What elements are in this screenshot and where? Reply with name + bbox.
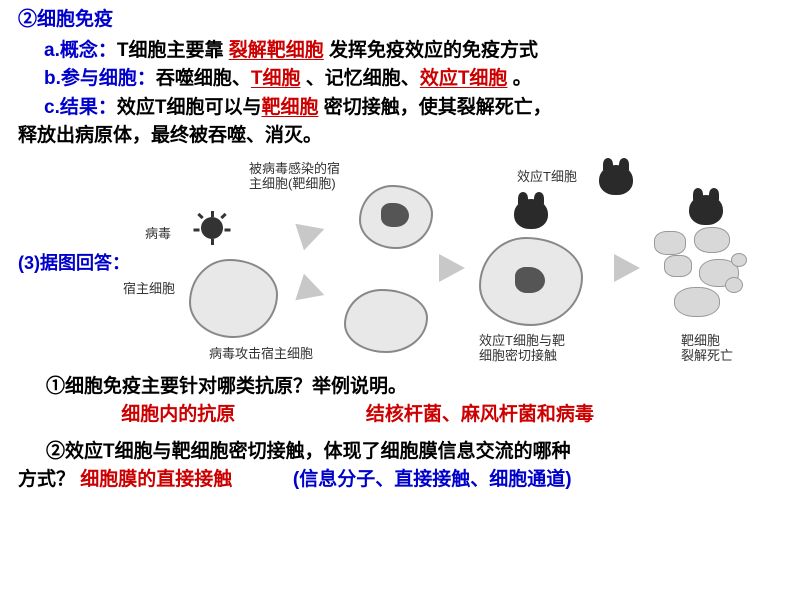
diagram: 被病毒感染的宿 主细胞(靶细胞) 病毒 宿主细胞 病毒攻击宿主细胞 效应T细胞 … [169, 159, 749, 369]
line-b: b.参与细胞：吞噬细胞、T细胞 、记忆细胞、效应T细胞 。 [44, 65, 782, 94]
section-title: ②细胞免疫 [18, 6, 782, 35]
q1-answers: 细胞内的抗原 结核杆菌、麻风杆菌和病毒 [46, 401, 782, 430]
line-c: c.结果：效应T细胞可以与靶细胞 密切接触，使其裂解死亡， [44, 94, 782, 123]
section3-label: (3)据图回答： [18, 250, 130, 277]
q1: ①细胞免疫主要针对哪类抗原？举例说明。 [46, 373, 782, 402]
line-c2: 释放出病原体，最终被吞噬、消灭。 [18, 122, 782, 151]
line-a: a.概念：T细胞主要靠 裂解靶细胞 发挥免疫效应的免疫方式 [44, 37, 782, 66]
q2a: ②效应T细胞与靶细胞密切接触，体现了细胞膜信息交流的哪种 [46, 438, 782, 467]
q2-answer-line: 方式？ 细胞膜的直接接触 (信息分子、直接接触、细胞通道) [18, 466, 782, 495]
